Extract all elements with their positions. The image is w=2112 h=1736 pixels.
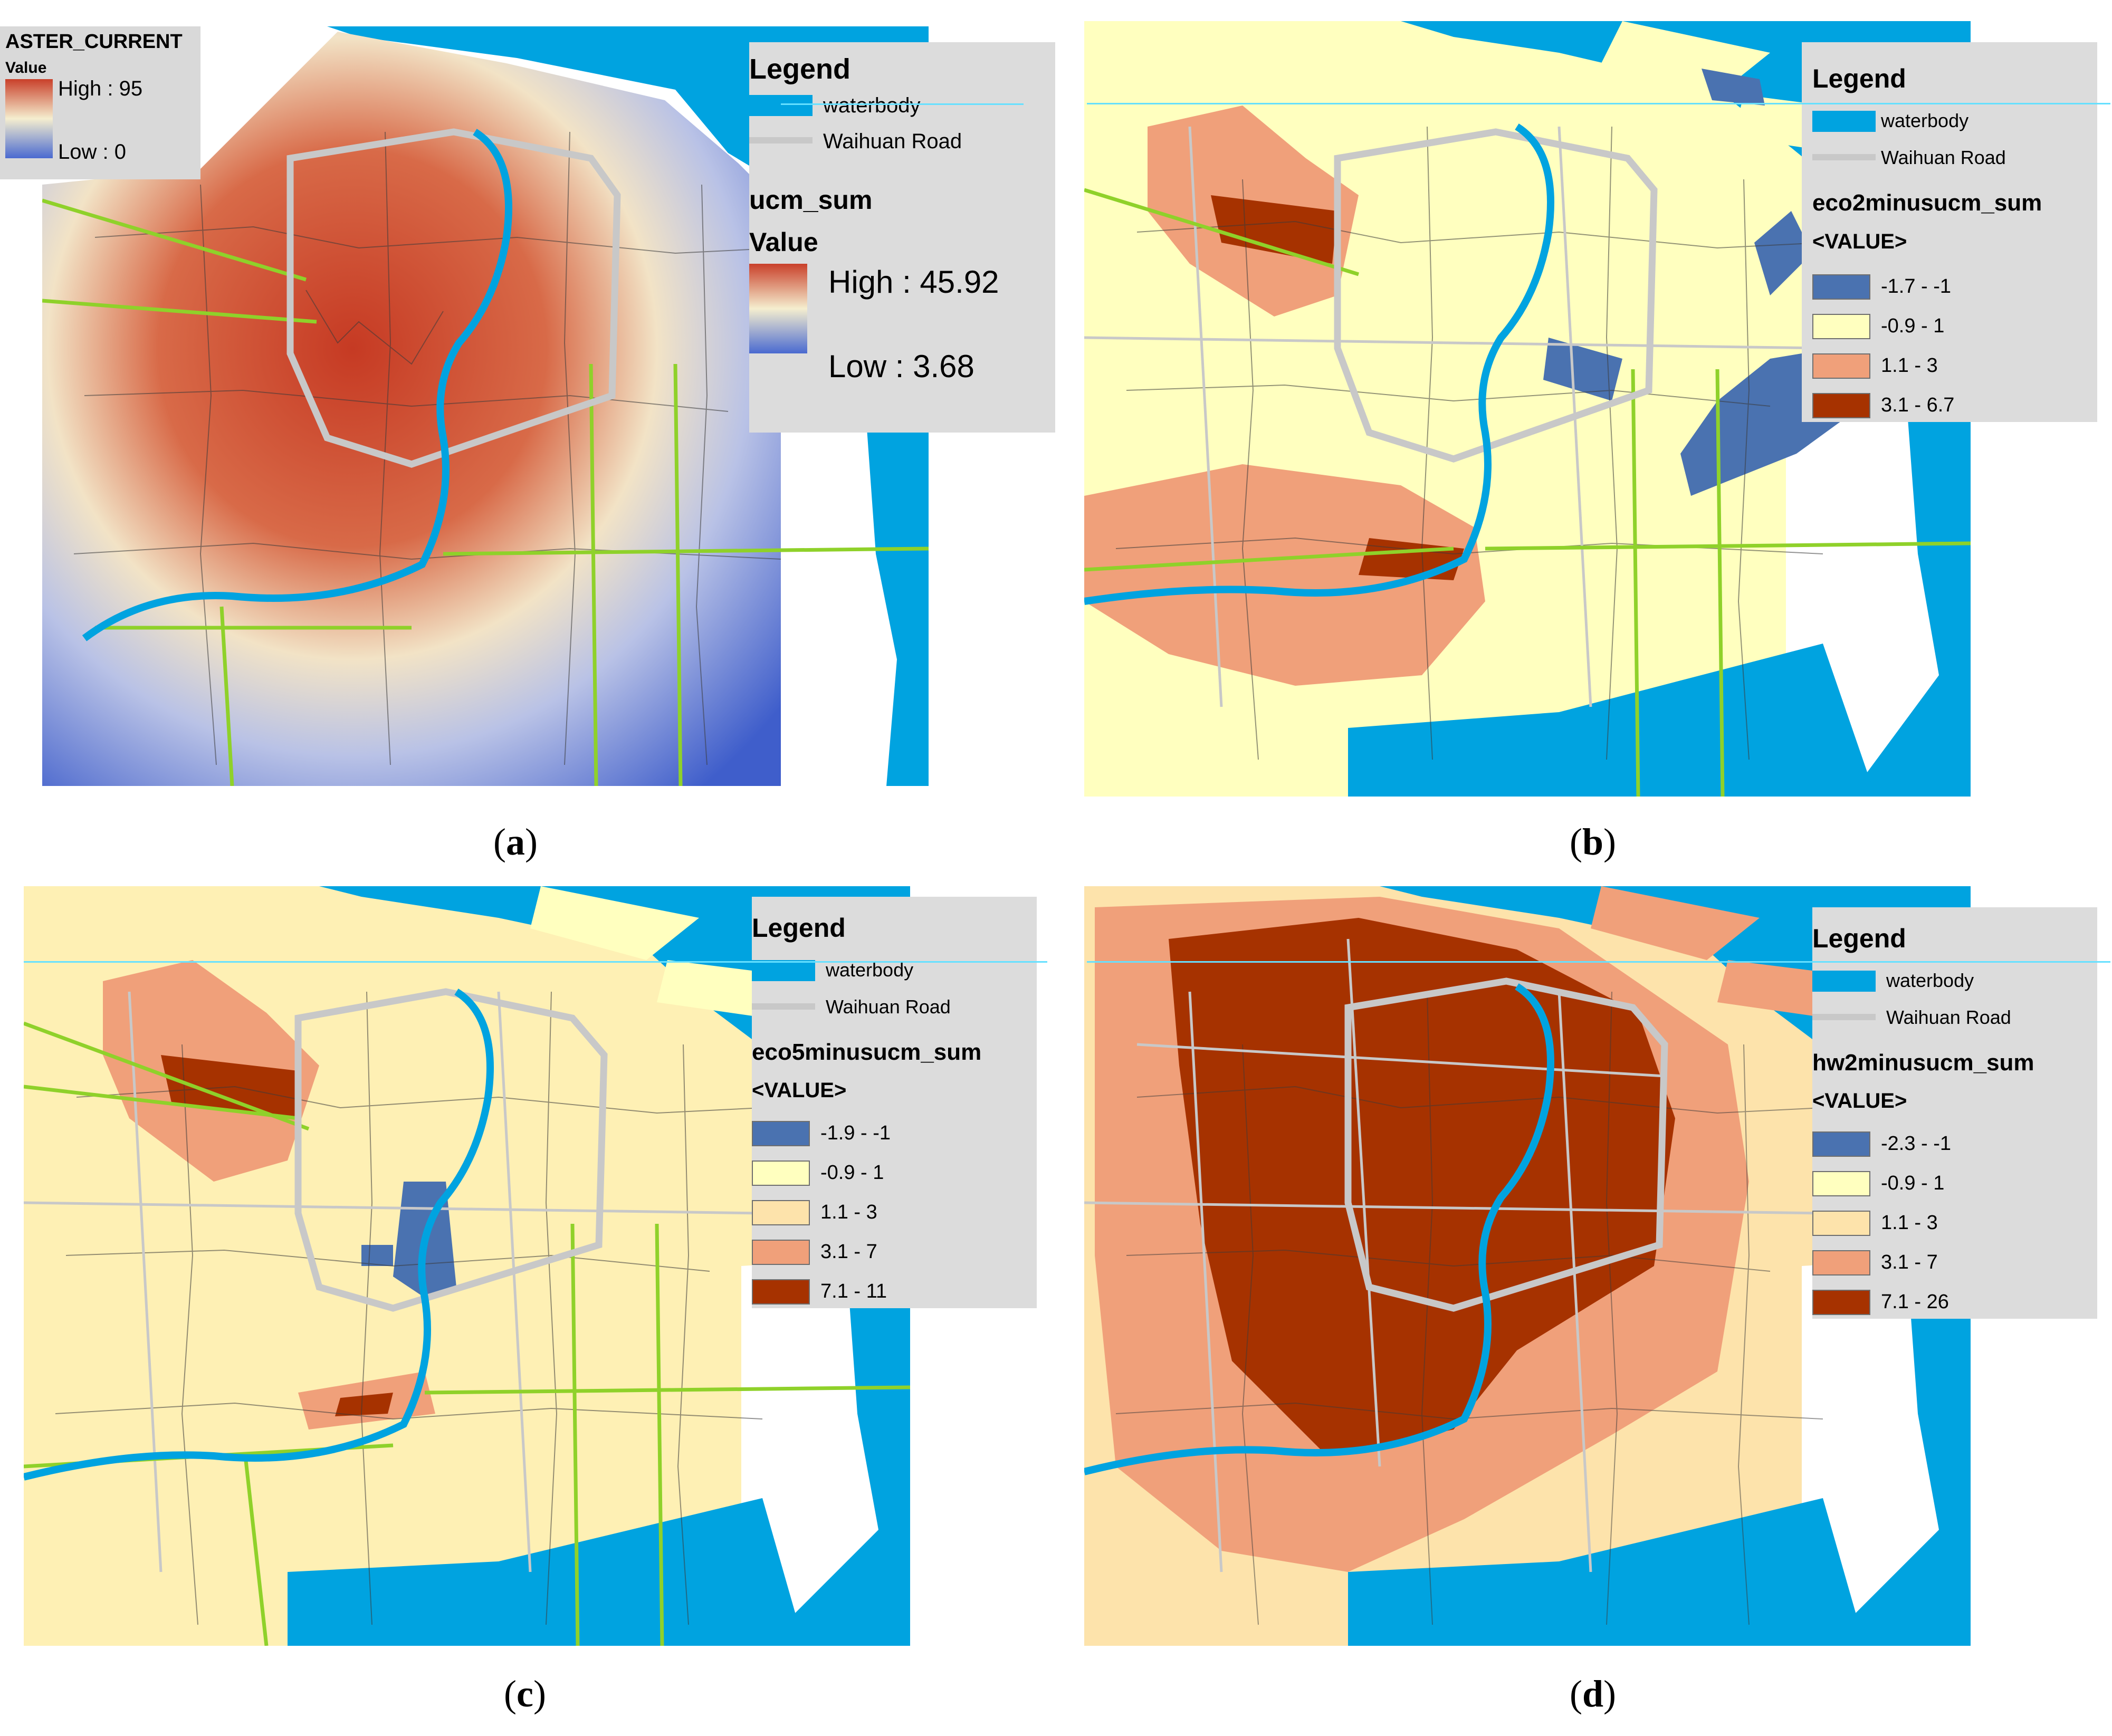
waterbody-swatch <box>1812 111 1876 132</box>
class-label-2: -0.9 - 1 <box>1881 1172 1945 1194</box>
field-name: eco5minusucm_sum <box>752 1039 982 1065</box>
ucm-high: High : 45.92 <box>828 264 999 300</box>
class-swatch-4 <box>752 1240 810 1265</box>
aster-value-label: Value <box>5 59 47 76</box>
map-canvas-b <box>1084 21 1971 797</box>
waterbody-swatch <box>752 960 815 981</box>
class-label-4: 3.1 - 7 <box>1881 1251 1938 1273</box>
cyan-guide-c <box>24 961 1047 963</box>
waihuan-label: Waihuan Road <box>823 130 962 153</box>
class-label-4: 3.1 - 7 <box>820 1241 877 1263</box>
legend-title: Legend <box>1812 924 1906 953</box>
class-label-4: 3.1 - 6.7 <box>1881 394 1955 416</box>
legend-d: Legend waterbody Waihuan Road hw2minusuc… <box>1812 907 2097 1319</box>
waihuan-swatch <box>752 1003 815 1010</box>
cyan-guide-b <box>1087 103 2110 104</box>
class-swatch-3 <box>1812 1211 1870 1236</box>
waihuan-swatch <box>1812 1014 1876 1020</box>
class-swatch-3 <box>1812 353 1870 379</box>
class-label-1: -2.3 - -1 <box>1881 1133 1952 1155</box>
class-swatch-5 <box>1812 1290 1870 1315</box>
value-tag: <VALUE> <box>1812 230 1907 253</box>
map-panel-d: Legend waterbody Waihuan Road hw2minusuc… <box>1084 886 2097 1646</box>
caption-b: (b) <box>1570 821 1617 863</box>
class-label-3: 1.1 - 3 <box>820 1201 877 1223</box>
map-panel-a: ASTER_CURRENT Value High : 95 Low : 0 Le… <box>0 26 1055 786</box>
class-swatch-4 <box>1812 1250 1870 1275</box>
value-tag: <VALUE> <box>752 1079 847 1102</box>
class-label-3: 1.1 - 3 <box>1881 354 1938 377</box>
waihuan-swatch <box>1812 154 1876 160</box>
class-swatch-3 <box>752 1200 810 1225</box>
class-label-5: 7.1 - 11 <box>820 1280 887 1302</box>
aster-title: ASTER_CURRENT <box>5 31 183 53</box>
class-label-2: -0.9 - 1 <box>820 1162 884 1184</box>
class-label-1: -1.7 - -1 <box>1881 275 1952 298</box>
cyan-guide-a <box>781 103 1024 105</box>
waihuan-label: Waihuan Road <box>826 996 951 1018</box>
caption-a: (a) <box>493 821 538 863</box>
legend-title: Legend <box>749 53 851 85</box>
field-name: ucm_sum <box>749 185 873 215</box>
waihuan-label: Waihuan Road <box>1886 1006 2011 1028</box>
ucm-ramp <box>749 264 807 353</box>
waihuan-swatch <box>749 137 813 143</box>
ucm-low: Low : 3.68 <box>828 349 974 384</box>
class-swatch-2 <box>1812 1171 1870 1196</box>
caption-c: (c) <box>504 1673 546 1715</box>
cyan-guide-d <box>1087 961 2110 963</box>
map-panel-b: Legend waterbody Waihuan Road eco2minusu… <box>1084 21 2097 797</box>
class-label-2: -0.9 - 1 <box>1881 315 1945 337</box>
legend-b: Legend waterbody Waihuan Road eco2minusu… <box>1802 42 2097 422</box>
class-label-5: 7.1 - 26 <box>1881 1291 1949 1313</box>
class-swatch-2 <box>752 1160 810 1186</box>
aster-legend: ASTER_CURRENT Value High : 95 Low : 0 <box>0 26 200 179</box>
class-swatch-5 <box>752 1279 810 1305</box>
class-swatch-1 <box>752 1121 810 1146</box>
legend-title: Legend <box>1812 64 1906 93</box>
aster-high: High : 95 <box>58 77 143 100</box>
class-swatch-4 <box>1812 393 1870 418</box>
value-tag: <VALUE> <box>1812 1089 1907 1112</box>
field-name: hw2minusucm_sum <box>1812 1050 2034 1076</box>
waterbody-swatch <box>1812 971 1876 992</box>
legend-a: Legend waterbody Waihuan Road ucm_sum Va… <box>749 42 1055 433</box>
field-name: eco2minusucm_sum <box>1812 190 2042 216</box>
legend-c: Legend waterbody Waihuan Road eco5minusu… <box>752 897 1037 1308</box>
aster-low: Low : 0 <box>58 140 126 164</box>
caption-d: (d) <box>1570 1673 1617 1715</box>
waihuan-label: Waihuan Road <box>1881 147 2006 168</box>
waterbody-label: waterbody <box>1881 110 1969 131</box>
aster-ramp <box>5 79 53 158</box>
class-swatch-2 <box>1812 314 1870 339</box>
map-panel-c: Legend waterbody Waihuan Road eco5minusu… <box>24 886 1037 1646</box>
class-swatch-1 <box>1812 1131 1870 1157</box>
class-label-1: -1.9 - -1 <box>820 1122 891 1144</box>
waterbody-swatch <box>749 95 813 116</box>
legend-title: Legend <box>752 913 846 943</box>
class-swatch-1 <box>1812 274 1870 300</box>
class-label-3: 1.1 - 3 <box>1881 1212 1938 1234</box>
waterbody-label: waterbody <box>1886 970 1974 991</box>
waterbody-label: waterbody <box>823 94 921 117</box>
value-label: Value <box>749 227 818 257</box>
